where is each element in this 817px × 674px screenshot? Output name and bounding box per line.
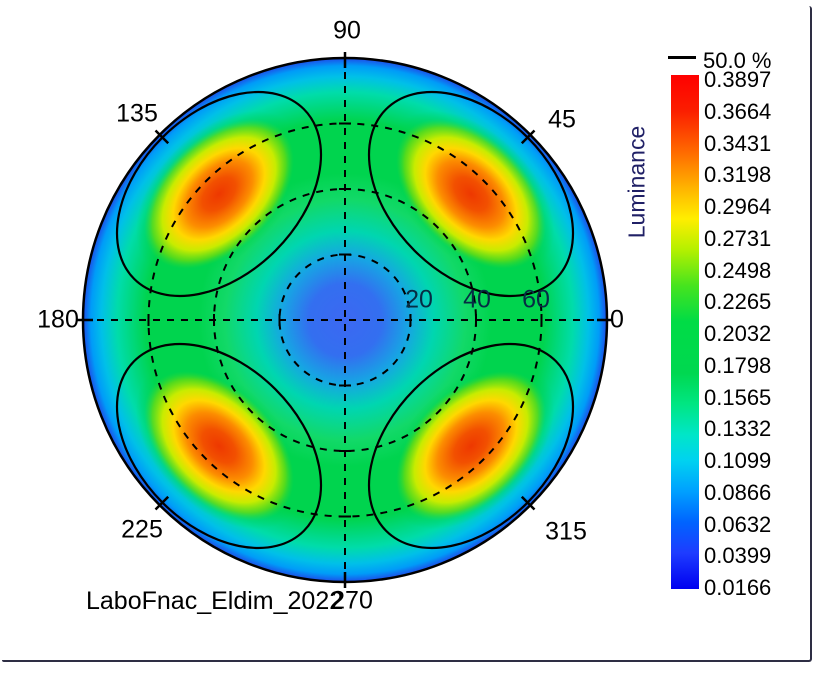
contour-legend-line: [668, 56, 696, 59]
azimuth-label-90: 90: [333, 16, 361, 45]
azimuth-label-315: 315: [545, 517, 587, 546]
colorbar-tick: 0.2964: [704, 194, 772, 219]
contour-legend-label: 50.0 %: [703, 48, 772, 73]
azimuth-label-270: 270: [331, 586, 373, 615]
colorbar-tick: 0.3664: [704, 99, 772, 124]
colorbar-tick: 0.2498: [704, 258, 772, 283]
lobe-135: [135, 110, 303, 278]
lobe-225: [135, 362, 303, 530]
axis-ticks: [147, 122, 543, 518]
colorbar-tick: 0.0866: [704, 480, 772, 505]
luminance-lobes: [135, 110, 555, 530]
colorbar-tick: 0.1332: [704, 416, 772, 441]
colorbar-tick: 0.2265: [704, 289, 772, 314]
azimuth-label-45: 45: [548, 105, 576, 134]
lobe-315: [387, 362, 555, 530]
colorbar-tick: 0.1099: [704, 448, 772, 473]
colorbar-tick: 0.1798: [704, 353, 772, 378]
colorbar-tick: 0.0166: [704, 575, 772, 600]
colorbar-tick: 0.0399: [704, 543, 772, 568]
colorbar-tick: 0.3897: [704, 67, 772, 92]
colorbar-gradient: [671, 75, 699, 589]
azimuth-label-225: 225: [121, 515, 163, 544]
radial-label-40: 40: [463, 285, 491, 314]
radial-label-60: 60: [522, 285, 550, 314]
azimuth-label-180: 180: [37, 305, 79, 334]
azimuth-label-135: 135: [116, 99, 158, 128]
colorbar-tick: 0.2032: [704, 321, 772, 346]
colorbar-tick: 0.1565: [704, 385, 772, 410]
colorbar-tick: 0.0632: [704, 512, 772, 537]
lobe-45: [387, 110, 555, 278]
colorbar-tick: 0.2731: [704, 226, 772, 251]
radial-label-20: 20: [405, 285, 433, 314]
dataset-label: LaboFnac_Eldim_2022: [86, 587, 344, 615]
colorbar-tick: 0.3431: [704, 131, 772, 156]
colorbar-title: Luminance: [623, 125, 650, 239]
colorbar-tick: 0.3198: [704, 162, 772, 187]
rim-ticks: [77, 52, 613, 588]
azimuth-label-0: 0: [610, 305, 624, 334]
